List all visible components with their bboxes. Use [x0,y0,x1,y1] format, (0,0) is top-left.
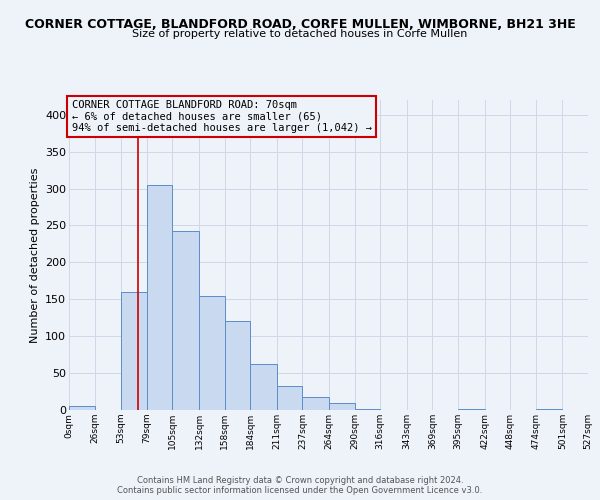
Bar [69,406,95,410]
Bar [147,185,172,410]
Bar [121,292,147,410]
Bar [277,386,302,410]
Text: CORNER COTTAGE, BLANDFORD ROAD, CORFE MULLEN, WIMBORNE, BH21 3HE: CORNER COTTAGE, BLANDFORD ROAD, CORFE MU… [25,18,575,30]
Bar [199,296,224,410]
Bar [250,364,277,410]
Bar [302,396,329,410]
Y-axis label: Number of detached properties: Number of detached properties [29,168,40,342]
Bar [224,322,250,410]
Bar [329,402,355,410]
Bar [172,230,199,410]
Text: CORNER COTTAGE BLANDFORD ROAD: 70sqm
← 6% of detached houses are smaller (65)
94: CORNER COTTAGE BLANDFORD ROAD: 70sqm ← 6… [71,100,371,133]
Text: Contains HM Land Registry data © Crown copyright and database right 2024.: Contains HM Land Registry data © Crown c… [137,476,463,485]
Text: Size of property relative to detached houses in Corfe Mullen: Size of property relative to detached ho… [133,29,467,39]
Text: Contains public sector information licensed under the Open Government Licence v3: Contains public sector information licen… [118,486,482,495]
